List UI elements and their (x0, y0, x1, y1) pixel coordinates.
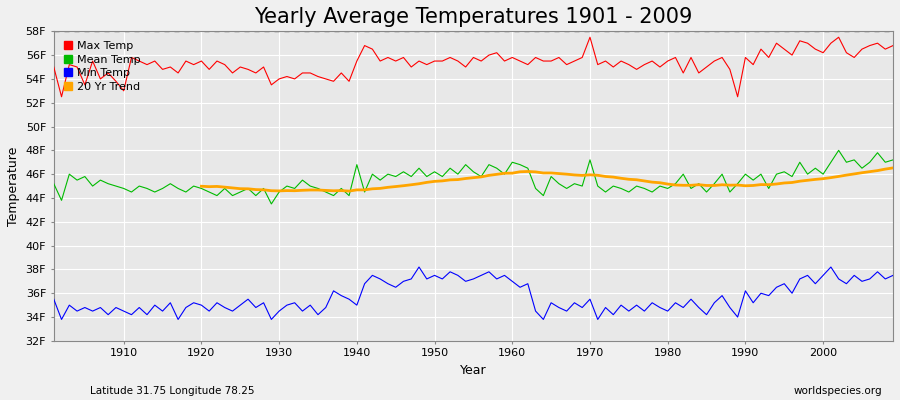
Legend: Max Temp, Mean Temp, Min Temp, 20 Yr Trend: Max Temp, Mean Temp, Min Temp, 20 Yr Tre… (59, 37, 145, 96)
Title: Yearly Average Temperatures 1901 - 2009: Yearly Average Temperatures 1901 - 2009 (254, 7, 693, 27)
Y-axis label: Temperature: Temperature (7, 146, 20, 226)
Text: worldspecies.org: worldspecies.org (794, 386, 882, 396)
Text: Latitude 31.75 Longitude 78.25: Latitude 31.75 Longitude 78.25 (90, 386, 255, 396)
X-axis label: Year: Year (460, 364, 487, 377)
